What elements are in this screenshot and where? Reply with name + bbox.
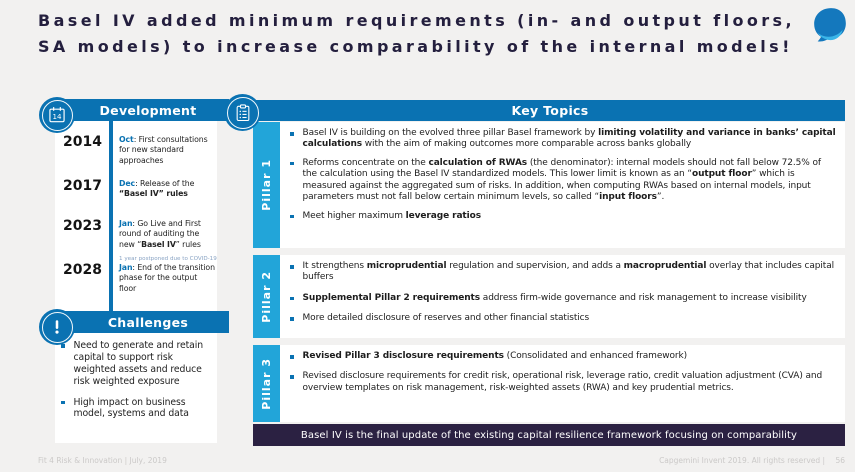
timeline-text: Jan: End of the transition phase for the… xyxy=(119,263,215,293)
page-title-line-1: Basel IV added minimum requirements (in-… xyxy=(38,11,795,30)
footer-right: Capgemini Invent 2019. All rights reserv… xyxy=(659,456,845,465)
pillar-bullet-text: Revised Pillar 3 disclosure requirements… xyxy=(302,351,688,361)
footer-copyright: Capgemini Invent 2019. All rights reserv… xyxy=(659,456,826,465)
pillar-3-label: Pillar 3 xyxy=(260,357,273,410)
timeline-year: 2028 xyxy=(63,262,102,278)
pillar-2-section: Pillar 2 It strengthens microprudential … xyxy=(253,255,845,338)
bullet-square-icon xyxy=(290,375,294,379)
key-topics-header-label: Key Topics xyxy=(511,103,589,118)
timeline-year: 2014 xyxy=(63,134,102,150)
pillar-3-section: Pillar 3 Revised Pillar 3 disclosure req… xyxy=(253,345,845,422)
pillar-1-label: Pillar 1 xyxy=(260,159,273,211)
pillar-bullet-text: It strengthens microprudential regulatio… xyxy=(302,261,835,283)
bullet-square-icon xyxy=(290,161,294,166)
footer-left-text: Fit 4 Risk & Innovation | July, 2019 xyxy=(38,456,167,465)
development-header-label: Development xyxy=(99,102,197,118)
exclamation-icon xyxy=(39,309,75,345)
challenge-bullet: High impact on business model, systems a… xyxy=(61,397,213,421)
pillar-bullet: It strengthens microprudential regulatio… xyxy=(290,261,837,284)
pillar-1-content: Basel IV is building on the evolved thre… xyxy=(280,122,845,248)
timeline-line xyxy=(109,121,113,311)
pillar-3-content: Revised Pillar 3 disclosure requirements… xyxy=(280,345,845,422)
pillar-bullet-text: Basel IV is building on the evolved thre… xyxy=(302,128,836,150)
pillar-2-content: It strengthens microprudential regulatio… xyxy=(280,255,845,338)
pillar-bullet: More detailed disclosure of reserves and… xyxy=(290,313,837,324)
page-title: Basel IV added minimum requirements (in-… xyxy=(38,8,808,60)
challenge-bullet-text: Need to generate and retain capital to s… xyxy=(73,340,204,387)
pillar-bullet: Meet higher maximum leverage ratios xyxy=(290,211,837,222)
page-number: 56 xyxy=(835,456,845,465)
pillar-2-label: Pillar 2 xyxy=(260,270,273,323)
challenges-header: Challenges xyxy=(55,311,229,333)
pillar-bullet-text: Reforms concentrate on the calculation o… xyxy=(302,157,822,203)
pillar-3-bar: Pillar 3 xyxy=(253,345,280,422)
summary-banner: Basel IV is the final update of the exis… xyxy=(253,424,845,446)
covid-postponement-note: 1 year postponed due to COVID-19 xyxy=(119,256,217,262)
pillar-bullet: Supplemental Pillar 2 requirements addre… xyxy=(290,293,837,304)
timeline-text: Jan: Go Live and First round of auditing… xyxy=(119,219,201,249)
summary-banner-text: Basel IV is the final update of the exis… xyxy=(300,429,798,441)
timeline-text: Oct: First consultations for new standar… xyxy=(119,135,208,165)
page-title-line-2: SA models) to increase comparability of … xyxy=(38,37,793,56)
timeline-text: Dec: Release of the “Basel IV” rules xyxy=(119,179,195,199)
challenge-bullet-text: High impact on business model, systems a… xyxy=(73,396,189,420)
bullet-square-icon xyxy=(290,355,294,359)
development-header: Development xyxy=(55,99,229,121)
pillar-bullet-text: Supplemental Pillar 2 requirements addre… xyxy=(302,292,807,303)
clipboard-checklist-icon xyxy=(224,94,261,131)
pillar-bullet-text: Revised disclosure requirements for cred… xyxy=(302,371,823,393)
bullet-square-icon xyxy=(290,265,294,269)
pillar-bullet-text: More detailed disclosure of reserves and… xyxy=(302,313,590,324)
key-topics-header: Key Topics xyxy=(255,100,845,121)
pillar-bullet: Basel IV is building on the evolved thre… xyxy=(290,128,837,151)
calendar-icon: 14 xyxy=(39,97,75,133)
capgemini-spade-icon xyxy=(810,6,850,44)
timeline-year: 2023 xyxy=(63,218,102,234)
pillar-bullet-text: Meet higher maximum leverage ratios xyxy=(302,210,482,221)
pillar-bullet: Revised Pillar 3 disclosure requirements… xyxy=(290,351,837,362)
pillar-bullet: Revised disclosure requirements for cred… xyxy=(290,371,837,394)
challenges-panel: Need to generate and retain capital to s… xyxy=(55,333,217,443)
bullet-square-icon xyxy=(290,296,294,301)
challenges-header-label: Challenges xyxy=(107,314,189,330)
bullet-square-icon xyxy=(290,214,294,219)
challenge-bullet: Need to generate and retain capital to s… xyxy=(61,340,213,388)
bullet-square-icon xyxy=(290,132,294,136)
pillar-1-section: Pillar 1 Basel IV is building on the evo… xyxy=(253,122,845,248)
bullet-square-icon xyxy=(61,400,65,405)
bullet-square-icon xyxy=(290,317,294,321)
bullet-square-icon xyxy=(61,344,65,348)
pillar-2-bar: Pillar 2 xyxy=(253,255,280,338)
pillar-bullet: Reforms concentrate on the calculation o… xyxy=(290,158,837,204)
calendar-day-label: 14 xyxy=(52,112,62,121)
timeline-year: 2017 xyxy=(63,178,102,194)
development-panel xyxy=(55,121,217,311)
pillar-1-bar: Pillar 1 xyxy=(253,122,280,248)
